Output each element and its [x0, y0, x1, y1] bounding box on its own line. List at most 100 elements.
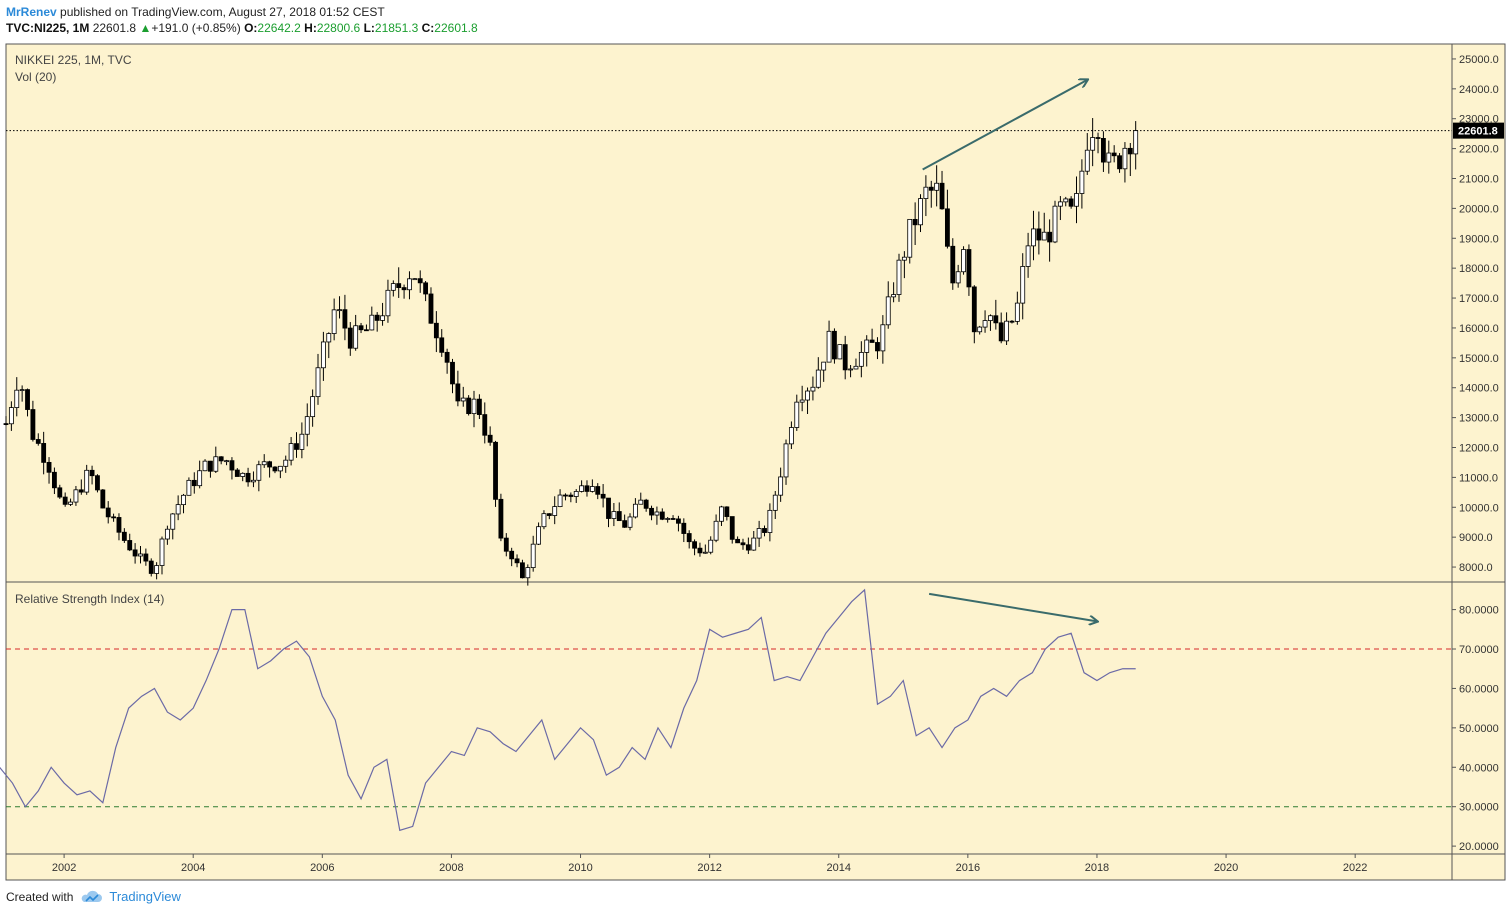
- candle[interactable]: [46, 457, 52, 484]
- candle[interactable]: [821, 361, 827, 382]
- candle[interactable]: [805, 387, 810, 415]
- candle[interactable]: [14, 377, 20, 417]
- candle[interactable]: [649, 505, 654, 521]
- candle[interactable]: [762, 525, 767, 537]
- candle[interactable]: [105, 501, 111, 524]
- candle[interactable]: [708, 536, 714, 555]
- candle[interactable]: [320, 331, 326, 381]
- candle[interactable]: [213, 446, 219, 474]
- candle[interactable]: [175, 495, 181, 521]
- candle[interactable]: [364, 324, 369, 332]
- candle[interactable]: [337, 296, 342, 319]
- candle[interactable]: [84, 464, 90, 495]
- candle[interactable]: [600, 484, 606, 508]
- candle[interactable]: [310, 389, 316, 427]
- candle[interactable]: [864, 335, 870, 367]
- candle[interactable]: [1052, 200, 1058, 244]
- candle[interactable]: [482, 402, 488, 444]
- candle[interactable]: [68, 498, 73, 506]
- candle[interactable]: [579, 480, 585, 493]
- candle[interactable]: [794, 394, 800, 431]
- candle[interactable]: [35, 433, 41, 446]
- candle[interactable]: [407, 271, 412, 300]
- candle[interactable]: [234, 468, 240, 477]
- candle[interactable]: [923, 175, 929, 217]
- candle[interactable]: [1057, 196, 1063, 221]
- candle[interactable]: [745, 537, 751, 555]
- candle[interactable]: [417, 270, 423, 293]
- candle[interactable]: [541, 510, 547, 530]
- candle[interactable]: [848, 365, 853, 378]
- candle[interactable]: [702, 544, 708, 554]
- candle[interactable]: [8, 401, 14, 431]
- candle[interactable]: [896, 253, 902, 302]
- candle[interactable]: [1041, 212, 1047, 241]
- candle[interactable]: [374, 312, 380, 332]
- candle[interactable]: [41, 431, 47, 475]
- candle[interactable]: [154, 562, 160, 580]
- candle[interactable]: [530, 535, 536, 572]
- candle[interactable]: [1047, 219, 1053, 262]
- rsi-series-line[interactable]: [0, 588, 1136, 832]
- candle[interactable]: [788, 421, 794, 450]
- candle[interactable]: [315, 353, 321, 405]
- candle[interactable]: [164, 525, 170, 545]
- candle[interactable]: [713, 514, 719, 543]
- candle[interactable]: [676, 515, 681, 532]
- candle[interactable]: [73, 485, 79, 506]
- candle[interactable]: [611, 502, 617, 527]
- candle[interactable]: [358, 322, 364, 334]
- candle[interactable]: [401, 284, 407, 299]
- candle[interactable]: [3, 416, 9, 426]
- candle[interactable]: [998, 312, 1004, 344]
- candle[interactable]: [826, 320, 832, 363]
- candle[interactable]: [509, 547, 515, 567]
- volume-legend[interactable]: Vol (20): [15, 70, 56, 84]
- candle[interactable]: [1074, 176, 1079, 224]
- candle[interactable]: [170, 513, 176, 540]
- rsi-pane[interactable]: [6, 582, 1452, 854]
- candle[interactable]: [331, 298, 337, 341]
- candle[interactable]: [1100, 131, 1106, 172]
- candle[interactable]: [127, 533, 133, 552]
- candle[interactable]: [751, 530, 757, 551]
- candle[interactable]: [390, 280, 396, 297]
- candle[interactable]: [869, 328, 875, 343]
- candle[interactable]: [1014, 291, 1020, 325]
- candle[interactable]: [659, 508, 665, 521]
- candle[interactable]: [326, 332, 332, 359]
- candle[interactable]: [1111, 145, 1117, 163]
- candle[interactable]: [100, 488, 106, 509]
- candle[interactable]: [369, 306, 375, 331]
- candle[interactable]: [304, 403, 310, 447]
- candle[interactable]: [299, 422, 305, 459]
- candle[interactable]: [944, 189, 950, 249]
- candle[interactable]: [261, 454, 267, 468]
- candle[interactable]: [476, 394, 482, 420]
- candle[interactable]: [342, 294, 348, 341]
- candle[interactable]: [1031, 210, 1036, 261]
- candle[interactable]: [503, 533, 509, 557]
- candle[interactable]: [1106, 140, 1112, 174]
- candle[interactable]: [891, 282, 897, 303]
- candle[interactable]: [208, 460, 213, 478]
- candle[interactable]: [589, 479, 595, 493]
- candle[interactable]: [186, 477, 192, 496]
- candle[interactable]: [756, 520, 762, 547]
- candle[interactable]: [681, 518, 687, 543]
- candle[interactable]: [832, 328, 837, 364]
- candle[interactable]: [584, 480, 590, 497]
- candle[interactable]: [880, 315, 886, 364]
- candle[interactable]: [1036, 211, 1042, 255]
- candle[interactable]: [982, 310, 988, 333]
- candle[interactable]: [799, 385, 805, 412]
- candle[interactable]: [380, 302, 385, 326]
- candle[interactable]: [686, 530, 692, 549]
- candle[interactable]: [277, 465, 283, 479]
- candle[interactable]: [89, 465, 95, 485]
- candle[interactable]: [767, 503, 773, 542]
- candle[interactable]: [622, 514, 628, 528]
- candle[interactable]: [1090, 118, 1096, 167]
- candle[interactable]: [837, 344, 843, 360]
- series-legend[interactable]: NIKKEI 225, 1M, TVC: [15, 53, 132, 67]
